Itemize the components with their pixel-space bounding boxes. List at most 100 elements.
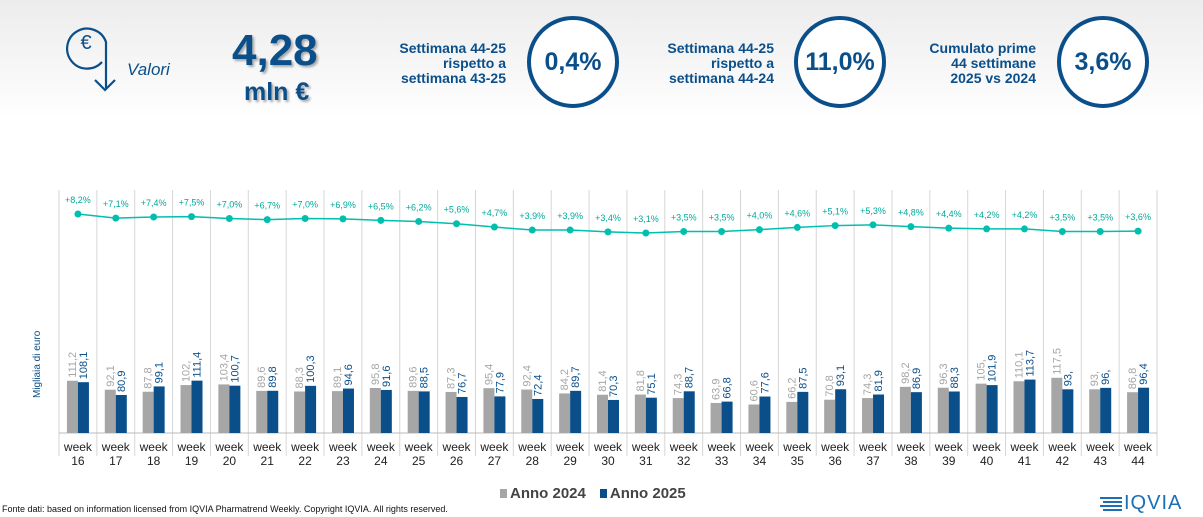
bar-label: 88,3 bbox=[294, 367, 306, 388]
bar-anno-2024 bbox=[66, 380, 78, 433]
bar-label: 101,9 bbox=[987, 355, 999, 383]
growth-point bbox=[831, 222, 839, 230]
growth-label: +6,9% bbox=[330, 200, 356, 210]
bar-label: 98,2 bbox=[900, 362, 912, 383]
bar-label: 63,9 bbox=[711, 379, 723, 400]
bar-anno-2025 bbox=[229, 385, 241, 433]
x-tick-label: week bbox=[1047, 440, 1077, 454]
logo-lines-icon bbox=[1100, 496, 1122, 511]
legend: Anno 2024 Anno 2025 bbox=[500, 485, 686, 502]
bar-anno-2025 bbox=[721, 401, 733, 433]
bar-anno-2025 bbox=[1062, 389, 1074, 433]
growth-label: +3,5% bbox=[671, 213, 697, 223]
x-tick-label: week bbox=[252, 440, 282, 454]
bar-anno-2025 bbox=[910, 392, 922, 433]
growth-label: +4,0% bbox=[747, 211, 773, 221]
legend-label: Anno 2024 bbox=[510, 485, 586, 502]
growth-label: +5,3% bbox=[860, 206, 886, 216]
bar-label: 117,5 bbox=[1051, 348, 1063, 375]
x-tick-label: 41 bbox=[1018, 454, 1032, 468]
x-tick-label: 21 bbox=[261, 454, 275, 468]
growth-point bbox=[453, 220, 461, 228]
growth-point bbox=[1096, 228, 1104, 236]
growth-label: +7,1% bbox=[103, 199, 129, 209]
bar-label: 81,9 bbox=[873, 370, 885, 391]
kpi-circle-1: 0,4% bbox=[527, 16, 619, 108]
bar-label: 87,3 bbox=[446, 368, 458, 389]
growth-point bbox=[415, 217, 423, 225]
x-tick-label: week bbox=[669, 440, 699, 454]
growth-label: +4,4% bbox=[936, 209, 962, 219]
iqvia-logo: IQVIA bbox=[1100, 492, 1182, 515]
x-tick-label: week bbox=[858, 440, 888, 454]
growth-point bbox=[907, 223, 915, 231]
bar-label: 86,8 bbox=[1127, 368, 1139, 389]
growth-label: +3,5% bbox=[1087, 213, 1113, 223]
x-tick-label: 25 bbox=[412, 454, 426, 468]
growth-point bbox=[188, 213, 196, 221]
bar-label: 110,1 bbox=[1013, 352, 1025, 379]
growth-label: +5,1% bbox=[822, 207, 848, 217]
bar-label: 89,6 bbox=[408, 366, 420, 387]
growth-label: +3,1% bbox=[633, 214, 659, 224]
bar-anno-2025 bbox=[115, 394, 127, 433]
bar-label: 81,4 bbox=[597, 370, 609, 391]
growth-point bbox=[490, 223, 498, 231]
x-tick-label: 24 bbox=[374, 454, 388, 468]
bar-anno-2025 bbox=[532, 398, 544, 433]
growth-point bbox=[869, 221, 877, 229]
svg-text:€: € bbox=[80, 32, 91, 54]
bar-label: 92,1 bbox=[105, 365, 117, 386]
x-tick-label: 35 bbox=[791, 454, 805, 468]
bar-anno-2024 bbox=[331, 391, 343, 433]
bar-anno-2024 bbox=[1013, 381, 1025, 433]
y-axis-label: Migliaia di euro bbox=[32, 330, 43, 398]
bar-anno-2025 bbox=[986, 385, 998, 433]
x-tick-label: 44 bbox=[1131, 454, 1145, 468]
x-tick-label: week bbox=[631, 440, 661, 454]
bar-label: 96,3 bbox=[938, 363, 950, 384]
growth-point bbox=[74, 210, 82, 218]
growth-point bbox=[718, 228, 726, 236]
growth-point bbox=[225, 214, 233, 222]
bar-label: 89,6 bbox=[256, 366, 268, 387]
kpi-title-2: Settimana 44-25 rispetto a settimana 44-… bbox=[667, 41, 774, 86]
x-tick-label: 36 bbox=[828, 454, 842, 468]
bar-label: 94,6 bbox=[343, 364, 355, 385]
bar-anno-2024 bbox=[1089, 389, 1101, 433]
bar-label: 93, bbox=[1089, 371, 1101, 386]
bar-label: 70,8 bbox=[824, 375, 836, 396]
growth-point bbox=[680, 228, 688, 236]
x-tick-label: 16 bbox=[71, 454, 85, 468]
x-tick-label: week bbox=[139, 440, 169, 454]
bar-anno-2025 bbox=[1024, 379, 1036, 433]
bar-label: 88,7 bbox=[684, 367, 696, 388]
bar-anno-2025 bbox=[948, 391, 960, 433]
growth-label: +7,0% bbox=[292, 199, 318, 209]
x-tick-label: 40 bbox=[980, 454, 994, 468]
growth-point bbox=[793, 223, 801, 231]
x-tick-label: week bbox=[593, 440, 623, 454]
bar-label: 99,1 bbox=[154, 362, 166, 383]
x-tick-label: 20 bbox=[223, 454, 237, 468]
x-tick-label: 27 bbox=[488, 454, 502, 468]
x-tick-label: week bbox=[707, 440, 737, 454]
source-note: Fonte dati: based on information license… bbox=[2, 504, 448, 514]
x-tick-label: 33 bbox=[715, 454, 729, 468]
growth-label: +6,2% bbox=[406, 202, 432, 212]
kpi-title-line: 2025 vs 2024 bbox=[950, 70, 1036, 86]
bar-label: 74,3 bbox=[862, 374, 874, 395]
kpi-title-line: settimana 44-24 bbox=[668, 70, 774, 86]
growth-point bbox=[263, 216, 271, 224]
growth-label: +3,6% bbox=[1125, 212, 1151, 222]
bar-anno-2024 bbox=[256, 390, 268, 433]
bar-anno-2025 bbox=[153, 386, 165, 433]
bar-label: 77,6 bbox=[759, 372, 771, 393]
bar-anno-2024 bbox=[748, 404, 760, 433]
bar-anno-2024 bbox=[597, 394, 608, 433]
x-tick-label: 26 bbox=[450, 454, 464, 468]
euro-down-arrow-icon: € bbox=[66, 22, 116, 99]
bar-anno-2024 bbox=[294, 391, 306, 433]
bar-anno-2025 bbox=[608, 399, 619, 433]
kpi-title-line: 44 settimane bbox=[951, 55, 1036, 71]
